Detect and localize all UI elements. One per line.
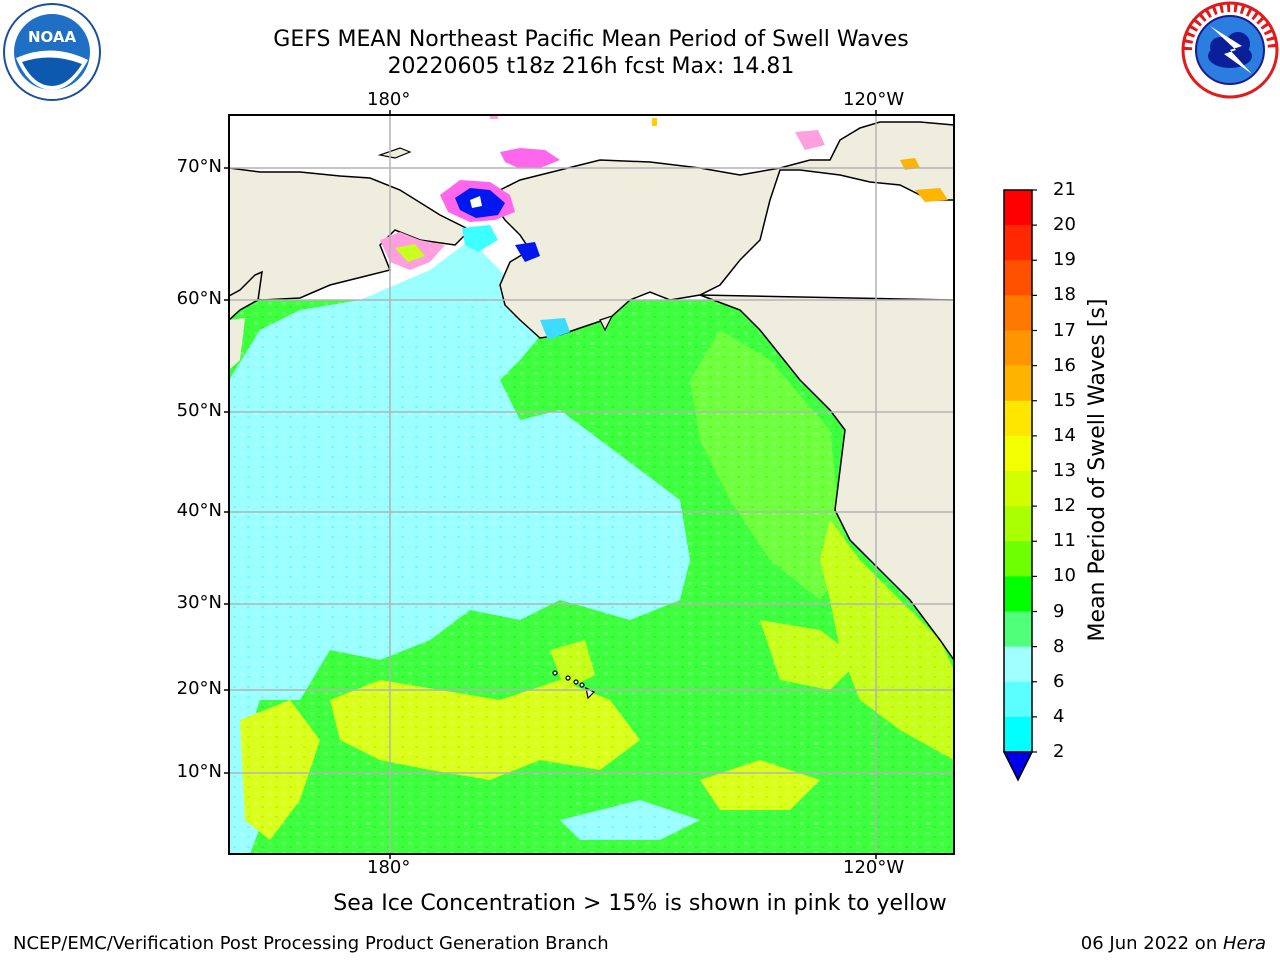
land-north-america [699,115,954,662]
lon-label-top-180: 180° [367,89,411,110]
colorbar-tick-label: 13 [1053,460,1076,481]
lon-label-bottom-120w: 120°W [843,857,905,878]
colorbar-segment [1004,190,1032,226]
colorbar-segment [1004,295,1032,331]
colorbar-tick-label: 14 [1053,424,1076,446]
sea-ice-caption: Sea Ice Concentration > 15% is shown in … [333,891,947,916]
colorbar-segment [1004,260,1032,296]
colorbar-segment [1004,541,1032,577]
colorbar-tick-label: 2 [1053,741,1065,762]
hawaii-islands [552,670,596,700]
lat-label-30n: 30°N [176,592,222,613]
noaa-logo-text: NOAA [28,28,77,46]
colorbar-tick-label: 9 [1053,600,1065,622]
colorbar-tick-label: 6 [1053,670,1065,692]
lon-label-top-120w: 120°W [843,89,905,110]
colorbar-label: Mean Period of Swell Waves [s] [1085,298,1110,642]
footer-date-text: 06 Jun 2022 on [1080,933,1223,954]
colorbar-segment [1004,716,1032,753]
land-asia-west [229,270,263,322]
footer-date: 06 Jun 2022 on Hera [1081,933,1266,955]
colorbar-segment [1004,611,1032,648]
noaa-logo-icon: NOAA [3,3,101,101]
chart-subtitle: 20220605 t18z 216h fcst Max: 14.81 [387,54,795,79]
colorbar-segment [1004,646,1032,683]
colorbar-segment [1004,435,1032,472]
sea-ice-region [380,115,948,340]
chart-title: GEFS MEAN Northeast Pacific Mean Period … [273,27,909,52]
colorbar-tick-label: 4 [1053,705,1065,727]
lat-label-60n: 60°N [176,288,222,309]
colorbar-tick-label: 16 [1053,354,1076,376]
map-graticule [229,115,954,854]
colorbar-segment [1004,400,1032,437]
colorbar-tick-label: 17 [1053,319,1076,341]
footer-host: Hera [1222,933,1266,954]
colorbar-tick-label: 12 [1053,495,1076,517]
colorbar-segment [1004,506,1032,542]
colorbar-segment [1004,576,1032,612]
map-frame [228,114,955,855]
colorbar-tick-label: 18 [1053,284,1076,306]
footer-branch: NCEP/EMC/Verification Post Processing Pr… [13,933,609,954]
lat-label-70n: 70°N [176,156,222,177]
map-frame-content [229,115,954,854]
colorbar-tick-label: 11 [1053,530,1076,552]
colorbar-tick-label: 15 [1053,389,1076,411]
lat-label-10n: 10°N [176,761,222,782]
colorbar-tick-label: 8 [1053,635,1065,657]
lat-label-40n: 40°N [176,500,222,521]
colorbar [1003,189,1037,753]
colorbar-segment [1004,330,1032,367]
national-weather-service-logo-icon [1181,1,1279,99]
colorbar-segment [1004,225,1032,261]
colorbar-segment [1004,681,1032,718]
lat-label-50n: 50°N [176,400,222,421]
lat-label-20n: 20°N [176,678,222,699]
colorbar-segment [1004,471,1032,507]
colorbar-tick-label: 19 [1053,249,1076,271]
colorbar-segment [1004,365,1032,402]
colorbar-tick-label: 20 [1053,214,1076,236]
colorbar-tick-label: 10 [1053,565,1076,587]
lon-label-bottom-180: 180° [367,857,411,878]
colorbar-tick-label: 21 [1053,179,1076,200]
colorbar-extend-triangle [1002,751,1034,782]
